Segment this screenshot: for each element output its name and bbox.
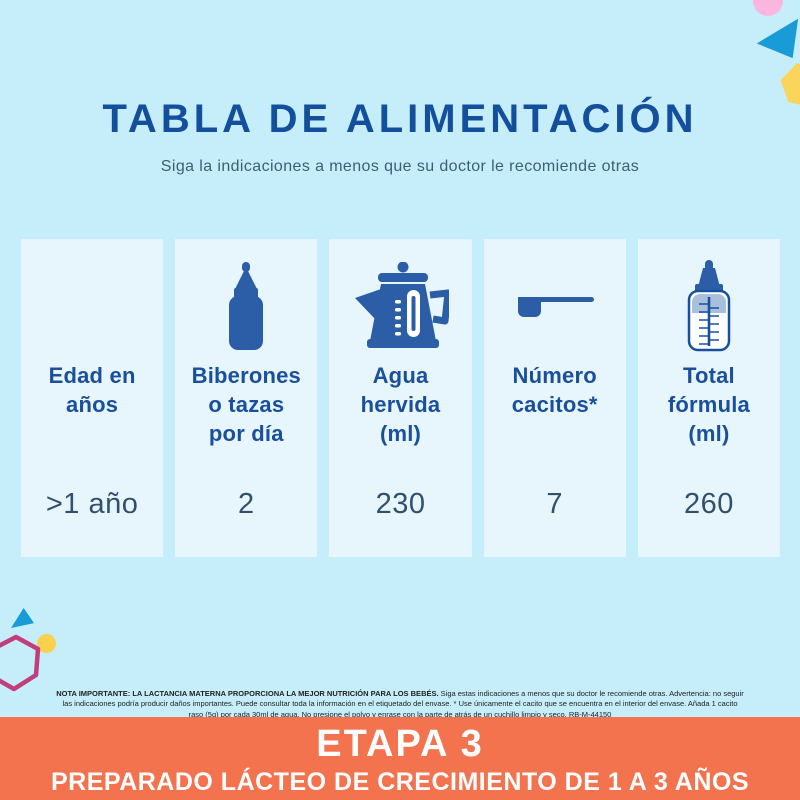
baby-bottle-icon [221,253,271,359]
page-subtitle: Siga la indicaciones a menos que su doct… [160,158,640,175]
table-column-cacitos: Número cacitos* 7 [483,239,626,557]
important-note-bold: NOTA IMPORTANTE: LA LACTANCIA MATERNA PR… [56,688,439,698]
stage-label: ETAPA 3 [316,723,484,765]
column-value: 230 [375,488,426,520]
product-description: PREPARADO LÁCTEO DE CRECIMIENTO DE 1 A 3… [50,768,750,796]
table-column-biberones: Biberones o tazas por día 2 [175,239,318,557]
important-note: NOTA IMPORTANTE: LA LACTANCIA MATERNA PR… [55,689,745,722]
column-header: Número cacitos* [511,363,598,418]
feeding-table: Edad en años >1 año Biberones o tazas po… [21,239,781,557]
magenta-hexagon-outline-decor [0,634,41,692]
column-value: >1 año [45,488,139,520]
important-note-rest: Siga estas indicaciones a menos que su d… [62,688,744,720]
page-title: TABLA DE ALIMENTACIÓN [102,97,698,141]
kettle-icon [353,253,449,359]
table-column-agua: Agua hervida (ml) 230 [329,239,472,557]
column-header: Agua hervida (ml) [360,363,441,447]
table-column-formula: Total fórmula (ml) 260 [637,239,781,557]
column-value: 2 [237,488,255,520]
pink-circle-decor [753,0,783,16]
column-value: 260 [683,488,734,520]
stage-banner: ETAPA 3 PREPARADO LÁCTEO DE CRECIMIENTO … [0,717,800,800]
table-column-edad: Edad en años >1 año [21,239,164,557]
cyan-triangle-top-right-decor [756,18,799,59]
column-header: Total fórmula (ml) [667,363,750,447]
yellow-circle-bottom-left-decor [37,634,56,653]
column-header: Biberones o tazas por día [191,363,301,447]
scoop-icon [516,253,594,359]
measuring-bottle-icon [679,253,739,359]
cyan-triangle-bottom-left-decor [11,608,34,628]
column-value: 7 [546,488,564,520]
column-header: Edad en años [48,363,136,418]
